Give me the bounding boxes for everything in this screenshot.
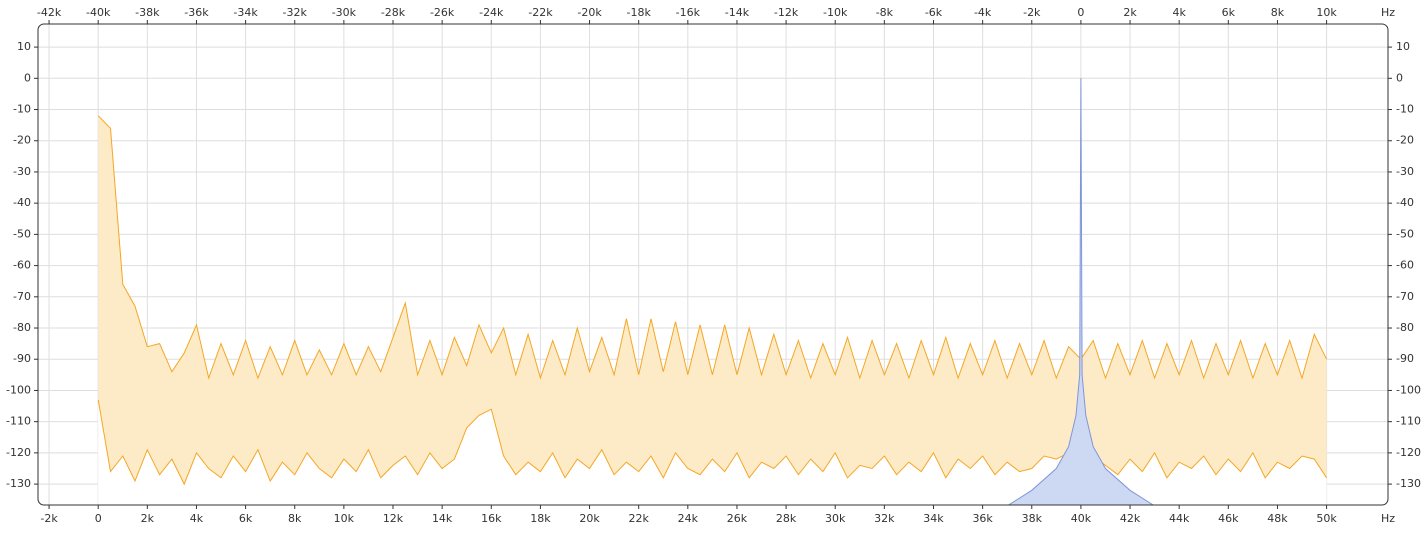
y-tick-label: -10 — [13, 103, 31, 116]
x2-tick-label: 0 — [1077, 6, 1084, 19]
y2-tick-label: -20 — [1396, 134, 1414, 147]
y-tick-label: 10 — [17, 40, 31, 53]
y-tick-label: -80 — [13, 321, 31, 334]
area-fill — [98, 399, 1327, 505]
x2-tick-label: -8k — [876, 6, 894, 19]
x-tick-label: 50k — [1316, 512, 1337, 525]
y2-tick-label: -120 — [1396, 446, 1421, 459]
x2-tick-label: -4k — [974, 6, 992, 19]
x2-tick-label: -18k — [627, 6, 652, 19]
x-tick-label: 24k — [678, 512, 699, 525]
x-tick-label: 38k — [1022, 512, 1043, 525]
spectrum-line — [97, 399, 1328, 486]
x2-tick-label: 2k — [1123, 6, 1137, 19]
x2-tick-label: -12k — [774, 6, 799, 19]
y-tick-label: -90 — [13, 352, 31, 365]
x2-tick-label: -20k — [577, 6, 602, 19]
x-tick-label: 32k — [874, 512, 895, 525]
x-tick-label: 22k — [628, 512, 649, 525]
x-tick-label: 36k — [972, 512, 993, 525]
top-axis-unit: Hz — [1381, 6, 1395, 19]
y-tick-label: -70 — [13, 290, 31, 303]
x2-tick-label: -2k — [1023, 6, 1041, 19]
x-tick-label: 8k — [288, 512, 302, 525]
area-fill — [98, 115, 1327, 505]
x-tick-label: 10k — [334, 512, 355, 525]
y2-tick-label: -90 — [1396, 352, 1414, 365]
y-tick-label: -20 — [13, 134, 31, 147]
y-tick-label: -40 — [13, 196, 31, 209]
y-tick-label: -130 — [6, 477, 31, 490]
x2-tick-label: -32k — [283, 6, 308, 19]
x2-tick-label: 10k — [1316, 6, 1337, 19]
y2-tick-label: -100 — [1396, 383, 1421, 396]
y2-tick-label: -70 — [1396, 290, 1414, 303]
x-tick-label: 20k — [579, 512, 600, 525]
x2-tick-label: -30k — [332, 6, 357, 19]
y-tick-label: -30 — [13, 165, 31, 178]
y-tick-label: -110 — [6, 415, 31, 428]
x2-tick-label: -26k — [430, 6, 455, 19]
plot-frame — [37, 23, 1389, 506]
x-tick-label: 44k — [1169, 512, 1190, 525]
axes: -2k 0 2k 4k 6k 8k 10k 12k 14k 16k 18k 20k 22k 24k 26k 2… — [6, 6, 1421, 525]
x-tick-label: 42k — [1120, 512, 1141, 525]
x-tick-label: 2k — [141, 512, 155, 525]
x-tick-label: 0 — [95, 512, 102, 525]
x-tick-label: 6k — [239, 512, 253, 525]
x-tick-label: 26k — [727, 512, 748, 525]
x2-tick-label: -24k — [479, 6, 504, 19]
x-tick-label: 40k — [1071, 512, 1092, 525]
x2-tick-label: -38k — [135, 6, 160, 19]
y2-tick-label: -60 — [1396, 259, 1414, 272]
x-tick-label: 4k — [190, 512, 204, 525]
x-tick-label: 14k — [432, 512, 453, 525]
x-tick-label: 28k — [776, 512, 797, 525]
x2-tick-label: -40k — [86, 6, 111, 19]
y-tick-label: -100 — [6, 383, 31, 396]
spectrum-line — [97, 115, 1328, 380]
y2-tick-label: -40 — [1396, 196, 1414, 209]
x2-tick-label: -42k — [37, 6, 62, 19]
x-tick-label: 48k — [1267, 512, 1288, 525]
x-tick-label: -2k — [40, 512, 58, 525]
spectrum-line — [1006, 78, 1155, 505]
area-fill — [1007, 78, 1155, 505]
y-tick-label: -60 — [13, 259, 31, 272]
x2-tick-label: -6k — [925, 6, 943, 19]
x2-tick-label: -14k — [725, 6, 750, 19]
x-tick-label: 18k — [530, 512, 551, 525]
y2-tick-label: -30 — [1396, 165, 1414, 178]
y2-tick-label: -10 — [1396, 103, 1414, 116]
x2-tick-label: 8k — [1271, 6, 1285, 19]
bottom-axis-unit: Hz — [1381, 512, 1395, 525]
x2-tick-label: -16k — [676, 6, 701, 19]
y2-tick-label: -130 — [1396, 477, 1421, 490]
x2-tick-label: -34k — [233, 6, 258, 19]
x2-tick-label: -22k — [528, 6, 553, 19]
y2-tick-label: 10 — [1396, 40, 1410, 53]
x-tick-label: 46k — [1218, 512, 1239, 525]
x2-tick-label: -28k — [381, 6, 406, 19]
x2-tick-label: -36k — [184, 6, 209, 19]
y-tick-label: 0 — [24, 71, 31, 84]
y-tick-label: -50 — [13, 227, 31, 240]
x2-tick-label: 6k — [1222, 6, 1236, 19]
y2-tick-label: -110 — [1396, 415, 1421, 428]
x-tick-label: 30k — [825, 512, 846, 525]
x-tick-label: 16k — [481, 512, 502, 525]
x-tick-label: 34k — [923, 512, 944, 525]
plot-area — [97, 78, 1328, 505]
y2-tick-label: 0 — [1396, 71, 1403, 84]
x2-tick-label: 4k — [1172, 6, 1186, 19]
y2-tick-label: -50 — [1396, 227, 1414, 240]
y2-tick-label: -80 — [1396, 321, 1414, 334]
x2-tick-label: -10k — [823, 6, 848, 19]
x-tick-label: 12k — [383, 512, 404, 525]
y-tick-label: -120 — [6, 446, 31, 459]
